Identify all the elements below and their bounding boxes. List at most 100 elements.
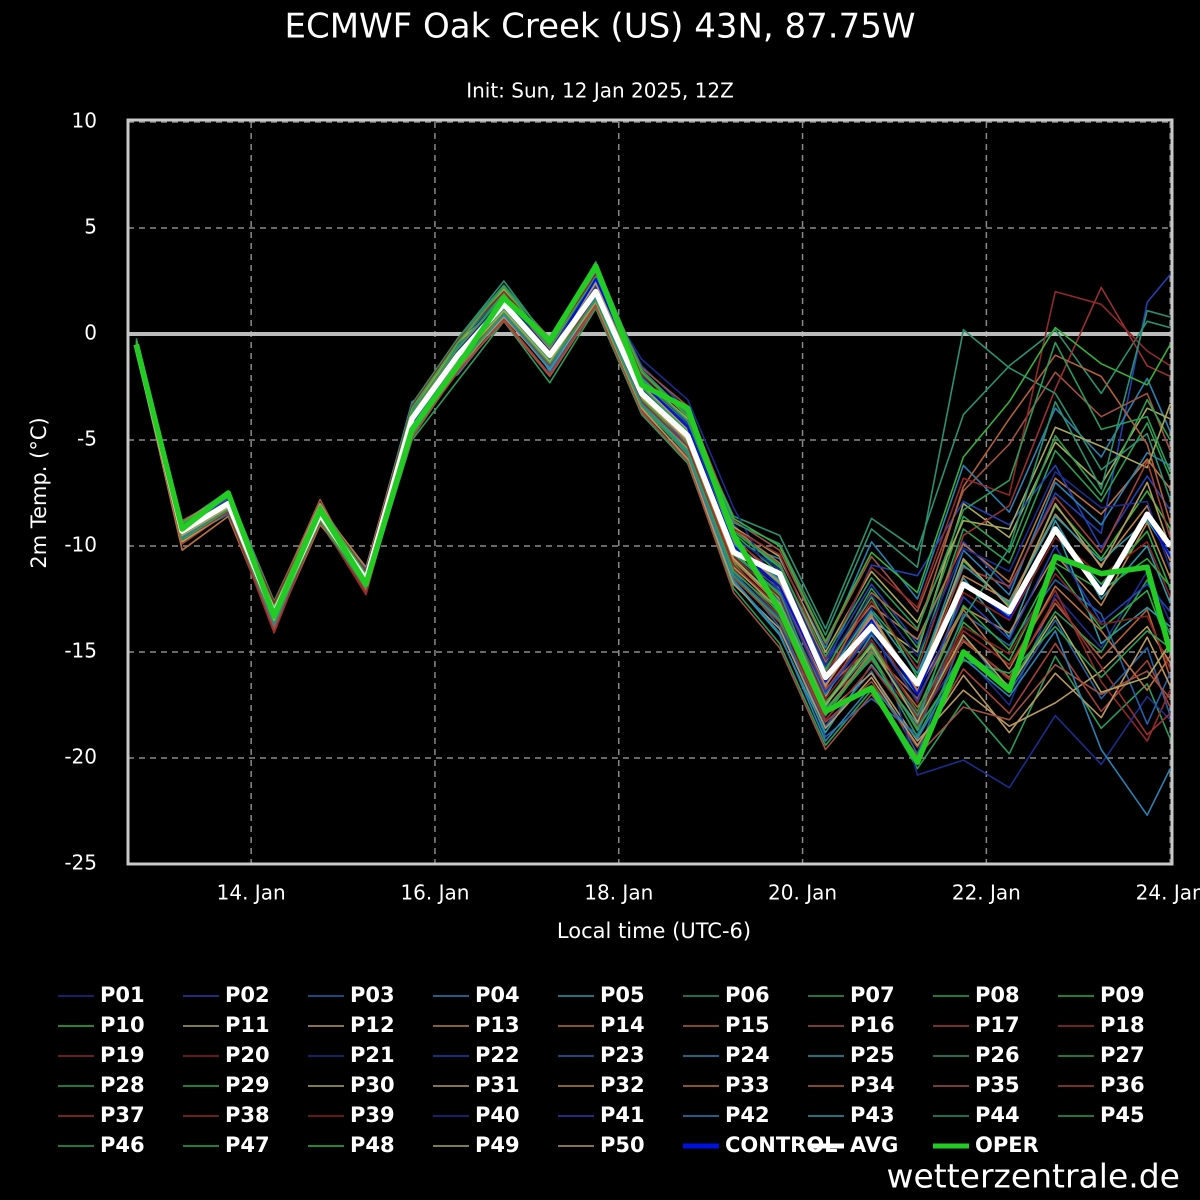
- legend-item: P10: [58, 1013, 145, 1037]
- legend-label: P04: [475, 983, 520, 1007]
- y-tick-label: -10: [64, 533, 97, 557]
- legend-item: P18: [1058, 1013, 1145, 1037]
- legend-item: P49: [433, 1133, 520, 1157]
- legend-item: AVG: [808, 1133, 898, 1157]
- legend-item: P09: [1058, 983, 1145, 1007]
- x-axis-label: Local time (UTC-6): [557, 919, 751, 943]
- legend-item: P07: [808, 983, 895, 1007]
- legend-item: P37: [58, 1103, 145, 1127]
- y-axis-label: 2m Temp. (°C): [27, 417, 51, 568]
- series-line: [135, 305, 1171, 757]
- legend-label: P39: [350, 1103, 395, 1127]
- credit: wetterzentrale.de: [886, 1157, 1180, 1196]
- y-tick-label: -20: [64, 745, 97, 769]
- legend-label: P29: [225, 1073, 270, 1097]
- legend-label: P11: [225, 1013, 270, 1037]
- legend-item: P06: [683, 983, 770, 1007]
- series-line: [133, 263, 1173, 765]
- legend-label: P15: [725, 1013, 770, 1037]
- legend-item: P29: [183, 1073, 270, 1097]
- chart-subtitle: Init: Sun, 12 Jan 2025, 12Z: [466, 79, 734, 103]
- legend-item: P20: [183, 1043, 270, 1067]
- legend-item: OPER: [933, 1133, 1039, 1157]
- legend-item: P26: [933, 1043, 1020, 1067]
- legend-label: P37: [100, 1103, 145, 1127]
- legend-label: P08: [975, 983, 1020, 1007]
- legend-item: P47: [183, 1133, 270, 1157]
- legend-item: P05: [558, 983, 645, 1007]
- legend-item: P36: [1058, 1073, 1145, 1097]
- legend-item: P38: [183, 1103, 270, 1127]
- legend-item: P35: [933, 1073, 1020, 1097]
- legend-label: P26: [975, 1043, 1020, 1067]
- legend-item: P34: [808, 1073, 895, 1097]
- y-tick-label: 10: [72, 109, 97, 133]
- legend-label: P33: [725, 1073, 770, 1097]
- legend-item: P04: [433, 983, 520, 1007]
- legend-label: P06: [725, 983, 770, 1007]
- legend-item: P17: [933, 1013, 1020, 1037]
- legend-label: P40: [475, 1103, 520, 1127]
- legend-label: P27: [1100, 1043, 1145, 1067]
- legend-item: P31: [433, 1073, 520, 1097]
- legend-label: P10: [100, 1013, 145, 1037]
- legend-label: P22: [475, 1043, 520, 1067]
- legend-item: P28: [58, 1073, 145, 1097]
- legend-label: P48: [350, 1133, 395, 1157]
- legend-item: P39: [308, 1103, 395, 1127]
- legend-item: P19: [58, 1043, 145, 1067]
- legend-label: AVG: [850, 1133, 898, 1157]
- y-tick-label: -15: [64, 639, 97, 663]
- legend-item: P12: [308, 1013, 395, 1037]
- legend-item: P44: [933, 1103, 1020, 1127]
- chart-title: ECMWF Oak Creek (US) 43N, 87.75W: [284, 7, 915, 47]
- legend-label: P02: [225, 983, 270, 1007]
- legend-label: P14: [600, 1013, 645, 1037]
- legend-label: P03: [350, 983, 395, 1007]
- legend-label: P28: [100, 1073, 145, 1097]
- x-tick-label: 22. Jan: [952, 881, 1021, 905]
- x-tick-label: 16. Jan: [400, 881, 469, 905]
- y-tick-label: 5: [84, 215, 97, 239]
- series-line: [135, 267, 1171, 645]
- legend-item: P01: [58, 983, 145, 1007]
- legend-label: P50: [600, 1133, 645, 1157]
- legend-item: P03: [308, 983, 395, 1007]
- legend-label: P19: [100, 1043, 145, 1067]
- legend-label: P43: [850, 1103, 895, 1127]
- legend-item: P42: [683, 1103, 770, 1127]
- legend-item: P33: [683, 1073, 770, 1097]
- legend-label: P44: [975, 1103, 1020, 1127]
- legend-label: P24: [725, 1043, 770, 1067]
- legend-label: P47: [225, 1133, 270, 1157]
- legend-item: P13: [433, 1013, 520, 1037]
- legend-label: P35: [975, 1073, 1020, 1097]
- legend-label: P41: [600, 1103, 645, 1127]
- x-tick-label: 14. Jan: [217, 881, 286, 905]
- legend-label: P20: [225, 1043, 270, 1067]
- x-tick-label: 18. Jan: [584, 881, 653, 905]
- legend: P01 P02 P03 P04 P05 P06 P07 P08 P09 P10 P11 P12 P13 P…: [58, 983, 1145, 1157]
- legend-item: P50: [558, 1133, 645, 1157]
- legend-item: P08: [933, 983, 1020, 1007]
- plot-frame: [126, 118, 1174, 866]
- legend-label: P42: [725, 1103, 770, 1127]
- legend-label: P49: [475, 1133, 520, 1157]
- legend-label: P17: [975, 1013, 1020, 1037]
- legend-item: P11: [183, 1013, 270, 1037]
- legend-item: P32: [558, 1073, 645, 1097]
- legend-label: P32: [600, 1073, 645, 1097]
- legend-item: P14: [558, 1013, 645, 1037]
- legend-item: P23: [558, 1043, 645, 1067]
- legend-item: P15: [683, 1013, 770, 1037]
- legend-item: P21: [308, 1043, 395, 1067]
- legend-label: P07: [850, 983, 895, 1007]
- x-tick-label: 20. Jan: [768, 881, 837, 905]
- legend-label: P18: [1100, 1013, 1145, 1037]
- y-tick-label: -5: [77, 427, 97, 451]
- legend-label: P21: [350, 1043, 395, 1067]
- legend-label: P31: [475, 1073, 520, 1097]
- legend-item: P41: [558, 1103, 645, 1127]
